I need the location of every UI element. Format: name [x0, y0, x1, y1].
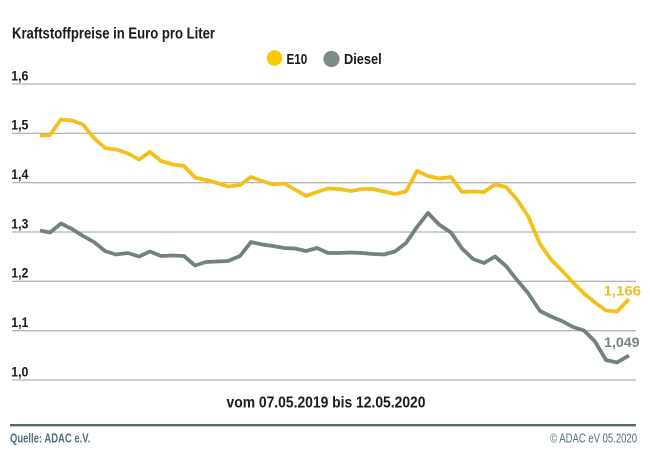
svg-text:Kraftstoffpreise in Euro pro L: Kraftstoffpreise in Euro pro Liter — [12, 25, 215, 42]
svg-text:1,3: 1,3 — [11, 215, 28, 231]
svg-text:Diesel: Diesel — [344, 51, 382, 68]
svg-text:1,166: 1,166 — [604, 283, 642, 299]
svg-text:vom 07.05.2019 bis 12.05.2020: vom 07.05.2019 bis 12.05.2020 — [227, 394, 426, 411]
svg-text:1,049: 1,049 — [604, 334, 640, 350]
svg-text:1,0: 1,0 — [11, 363, 28, 379]
svg-text:E10: E10 — [287, 51, 308, 68]
svg-text:Quelle: ADAC e.V.: Quelle: ADAC e.V. — [10, 431, 90, 445]
svg-text:1,2: 1,2 — [11, 265, 28, 281]
svg-text:© ADAC eV 05.2020: © ADAC eV 05.2020 — [550, 431, 637, 445]
svg-text:1,1: 1,1 — [11, 314, 28, 330]
svg-text:1,4: 1,4 — [11, 166, 28, 182]
svg-text:1,5: 1,5 — [11, 117, 28, 133]
svg-text:1,6: 1,6 — [11, 67, 28, 83]
